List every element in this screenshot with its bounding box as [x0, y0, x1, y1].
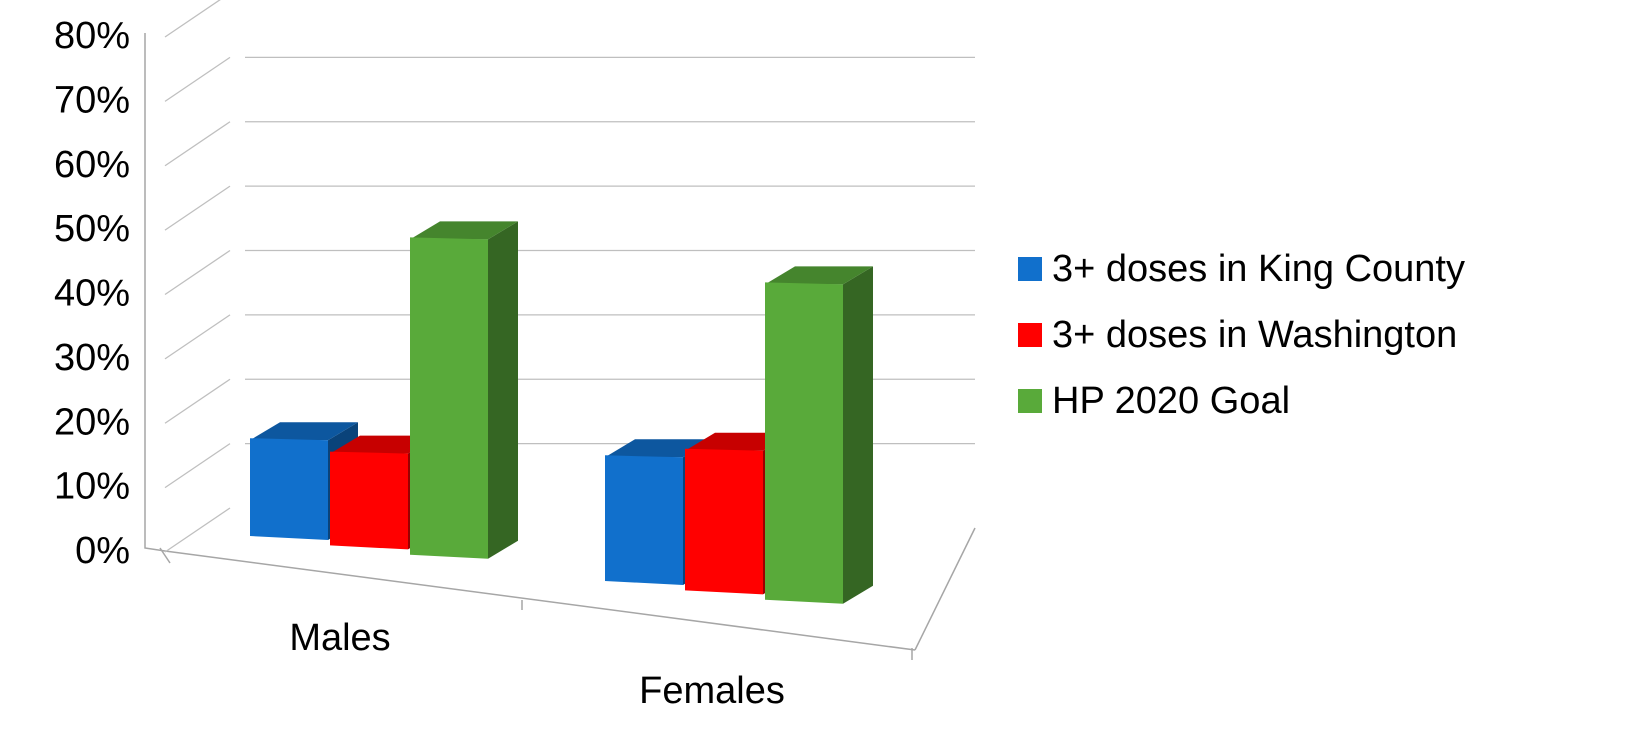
- bar-males-2: [410, 221, 518, 559]
- x-tick-label: Females: [639, 670, 785, 712]
- bar-females-2: [765, 266, 873, 604]
- legend-label: HP 2020 Goal: [1052, 380, 1290, 422]
- x-tick-label: Males: [289, 617, 390, 659]
- floor-front-edge: [164, 550, 916, 651]
- floor-right-edge: [914, 527, 976, 651]
- x-axis-ticks: Males Females: [289, 617, 785, 712]
- legend-swatch: [1018, 389, 1042, 413]
- bar-top: [250, 422, 358, 441]
- side-gridline: [164, 121, 231, 167]
- legend-swatch: [1018, 323, 1042, 347]
- side-gridline: [164, 443, 231, 489]
- side-gridline: [164, 249, 231, 296]
- y-tick-label: 20%: [54, 401, 130, 443]
- side-gridline: [164, 507, 231, 553]
- side-gridline: [164, 314, 231, 360]
- side-gridline: [164, 0, 221, 38]
- bar-front: [765, 282, 843, 604]
- y-tick-label: 50%: [54, 208, 130, 250]
- y-tick-label: 30%: [54, 337, 130, 379]
- bar-top: [765, 266, 873, 285]
- side-gridline: [164, 56, 231, 102]
- bar-side: [488, 221, 518, 559]
- bar-front: [410, 237, 488, 559]
- side-wall-edge: [144, 33, 166, 552]
- bar-side: [843, 266, 873, 604]
- y-tick-label: 0%: [75, 530, 130, 572]
- bar-front: [605, 455, 683, 585]
- y-tick-label: 60%: [54, 144, 130, 186]
- legend-swatch: [1018, 257, 1042, 281]
- chart-walls: [144, 33, 976, 660]
- y-tick-label: 80%: [54, 15, 130, 57]
- legend-label: 3+ doses in Washington: [1052, 314, 1457, 356]
- bar-front: [685, 448, 763, 595]
- bar-top: [410, 221, 518, 240]
- y-tick-label: 10%: [54, 466, 130, 508]
- bar-front: [250, 438, 328, 540]
- legend-label: 3+ doses in King County: [1052, 248, 1465, 290]
- y-tick-label: 70%: [54, 79, 130, 121]
- side-gridline: [164, 378, 231, 424]
- legend: 3+ doses in King County 3+ doses in Washi…: [1018, 248, 1465, 422]
- x-tick-mark: [159, 547, 171, 564]
- y-tick-label: 40%: [54, 273, 130, 315]
- bar-front: [330, 451, 408, 550]
- bars: [250, 221, 873, 604]
- side-gridline: [164, 185, 231, 231]
- y-axis-ticks: 0% 10% 20% 30% 40% 50% 60% 70% 80%: [54, 15, 130, 572]
